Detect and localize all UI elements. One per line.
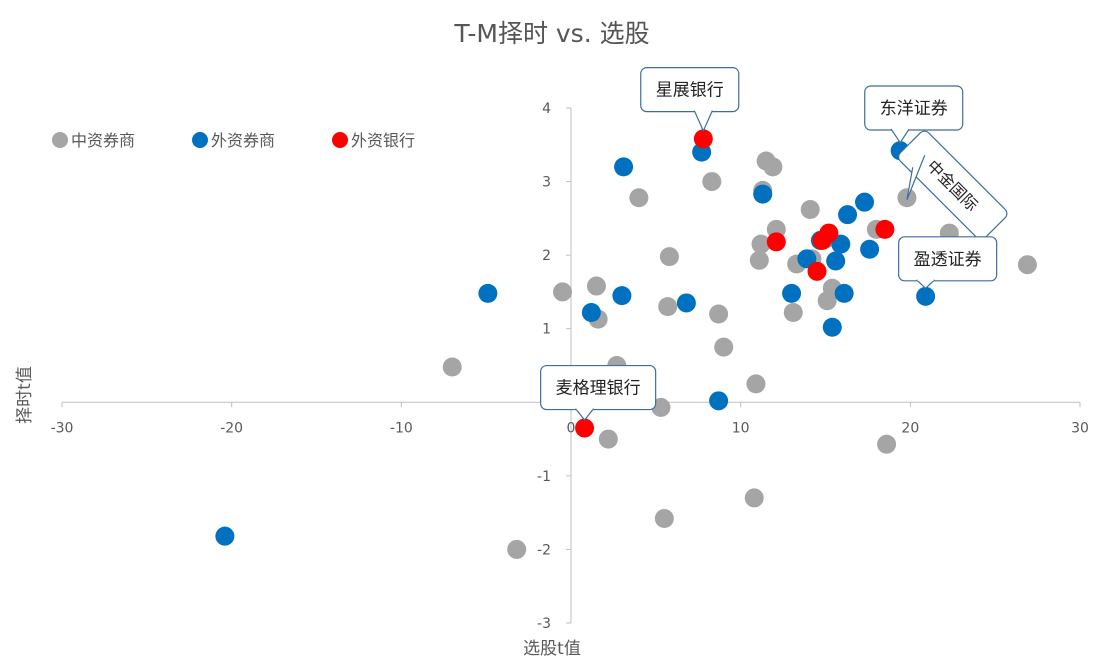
- data-points: [215, 129, 1037, 559]
- data-point-series-0: [654, 509, 674, 529]
- data-point-series-1: [612, 286, 632, 306]
- data-point-series-2: [819, 223, 839, 243]
- data-point-series-0: [877, 434, 897, 454]
- legend-marker: [332, 132, 348, 148]
- callout: 东洋证券: [864, 85, 964, 144]
- x-tick-label: -20: [220, 420, 243, 436]
- legend-label: 外资券商: [211, 131, 275, 150]
- data-point-series-0: [763, 157, 783, 177]
- data-point-series-0: [746, 374, 766, 394]
- data-point-series-2: [766, 232, 786, 252]
- x-tick-label: -10: [390, 420, 413, 436]
- data-point-series-2: [807, 261, 827, 281]
- callout-box: [898, 130, 1008, 240]
- x-tick-label: 20: [901, 420, 919, 436]
- data-point-series-1: [676, 293, 696, 313]
- callout-label: 东洋证券: [880, 99, 948, 119]
- data-point-series-2: [693, 129, 713, 149]
- data-point-series-0: [709, 304, 729, 324]
- data-point-series-2: [875, 219, 895, 239]
- callout: 麦格理银行: [540, 364, 657, 422]
- data-point-series-0: [658, 297, 678, 317]
- data-point-series-1: [478, 283, 498, 303]
- y-axis-title: 择时t值: [15, 366, 35, 424]
- data-point-series-0: [751, 234, 771, 254]
- data-point-series-1: [709, 391, 729, 411]
- data-point-series-2: [575, 418, 595, 438]
- data-point-series-1: [822, 317, 842, 337]
- callout-box: [898, 236, 998, 282]
- data-point-series-0: [702, 172, 722, 192]
- data-point-series-0: [553, 282, 573, 302]
- callout: 星展银行: [640, 67, 740, 133]
- callout-box: [540, 364, 657, 411]
- y-tick-label: 3: [542, 175, 551, 191]
- data-point-series-1: [826, 251, 846, 271]
- data-point-series-1: [834, 283, 854, 303]
- x-tick-label: 30: [1071, 420, 1089, 436]
- data-point-series-0: [629, 188, 649, 208]
- data-point-series-0: [714, 337, 734, 357]
- legend-marker: [192, 132, 208, 148]
- data-point-series-0: [800, 200, 820, 220]
- legend: 中资券商 外资券商 外资银行: [52, 131, 415, 150]
- data-point-series-1: [860, 239, 880, 259]
- x-tick-label: -30: [51, 420, 74, 436]
- data-point-series-1: [782, 283, 802, 303]
- data-point-series-1: [614, 157, 634, 177]
- data-point-series-1: [855, 192, 875, 212]
- callout-label: 麦格理银行: [556, 379, 641, 399]
- y-tick-label: -2: [537, 542, 551, 558]
- x-tick-label: 10: [732, 420, 750, 436]
- x-axis-title: 选股t值: [523, 639, 581, 659]
- y-tick-label: -1: [537, 469, 551, 485]
- callout-pointer: [693, 110, 713, 133]
- callout-pointer: [890, 128, 910, 144]
- y-tick-label: -3: [537, 616, 551, 632]
- callout-pointer: [906, 155, 926, 200]
- callout-box: [864, 85, 964, 131]
- x-tick-label: 0: [567, 420, 576, 436]
- data-point-series-1: [916, 286, 936, 306]
- data-point-series-1: [581, 303, 601, 323]
- data-point-series-0: [586, 276, 606, 296]
- data-point-series-0: [744, 488, 764, 508]
- callout: 盈透证券: [898, 236, 998, 290]
- y-tick-label: 4: [542, 101, 551, 117]
- data-point-series-0: [507, 539, 527, 559]
- legend-label: 中资券商: [71, 131, 135, 150]
- data-point-series-1: [831, 234, 851, 254]
- chart-title: T-M择时 vs. 选股: [454, 19, 650, 48]
- callout-label: 星展银行: [656, 81, 724, 101]
- legend-marker: [52, 132, 68, 148]
- data-point-series-0: [749, 250, 769, 270]
- data-point-series-0: [783, 303, 803, 323]
- data-point-series-1: [215, 526, 235, 546]
- data-point-series-1: [838, 205, 858, 225]
- y-tick-label: 2: [542, 248, 551, 264]
- legend-label: 外资银行: [351, 131, 415, 150]
- data-point-series-0: [1017, 255, 1037, 275]
- callout-pointer: [916, 279, 936, 290]
- callout-label: 盈透证券: [914, 250, 982, 270]
- callout-box: [640, 67, 740, 113]
- data-point-series-0: [442, 357, 462, 377]
- callout-pointer: [575, 408, 595, 422]
- data-point-series-0: [659, 247, 679, 267]
- y-tick-label: 1: [542, 322, 551, 338]
- data-point-series-1: [753, 184, 773, 204]
- data-point-series-0: [598, 429, 618, 449]
